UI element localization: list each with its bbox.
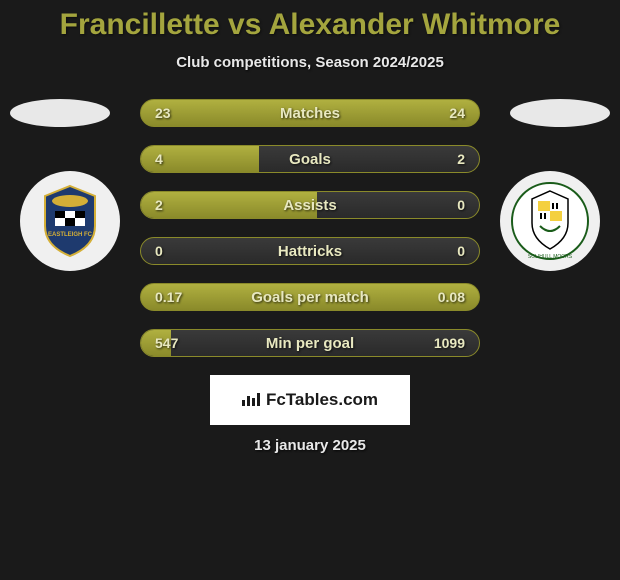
stat-value-left: 2 <box>155 197 163 213</box>
brand-badge: FcTables.com <box>210 375 410 425</box>
stat-row: 4 Goals 2 <box>140 145 480 173</box>
player-indicator-right <box>510 99 610 127</box>
stat-label: Min per goal <box>266 335 354 352</box>
stat-value-left: 4 <box>155 151 163 167</box>
comparison-container: EASTLEIGH FC SOLIHULL MOORS 23Matches244… <box>0 99 620 454</box>
stat-value-left: 0 <box>155 243 163 259</box>
stat-label: Goals per match <box>251 289 369 306</box>
stat-value-right: 24 <box>449 105 465 121</box>
svg-text:SOLIHULL MOORS: SOLIHULL MOORS <box>528 254 573 260</box>
subtitle: Club competitions, Season 2024/2025 <box>0 54 620 71</box>
stat-row: 0.17 Goals per match 0.08 <box>140 283 480 311</box>
stat-label: Matches <box>280 105 340 122</box>
stat-label: Assists <box>283 197 336 214</box>
stat-label: Goals <box>289 151 331 168</box>
svg-text:EASTLEIGH FC: EASTLEIGH FC <box>48 232 93 238</box>
brand-text: FcTables.com <box>266 390 378 410</box>
stats-table: 23 Matches 24 4 Goals 2 2 Assists 0 0 Hattricks 0 0.… <box>140 99 480 357</box>
stat-value-right: 0 <box>457 243 465 259</box>
stat-value-right: 0.08 <box>438 289 465 305</box>
stat-value-left: 547 <box>155 335 178 351</box>
stat-row: 2 Assists 0 <box>140 191 480 219</box>
chart-icon <box>242 392 260 409</box>
stat-row: 23 Matches 24 <box>140 99 480 127</box>
club-crest-left: EASTLEIGH FC <box>20 171 120 271</box>
stat-value-right: 0 <box>457 197 465 213</box>
player-indicator-left <box>10 99 110 127</box>
comparison-title: Francillette vs Alexander Whitmore <box>0 0 620 42</box>
stat-value-left: 0.17 <box>155 289 182 305</box>
stat-label: Hattricks <box>278 243 342 260</box>
club-crest-right: SOLIHULL MOORS <box>500 171 600 271</box>
eastleigh-crest-icon: EASTLEIGH FC <box>30 181 110 261</box>
stat-row: 547 Min per goal 1099 <box>140 329 480 357</box>
stat-row: 0 Hattricks 0 <box>140 237 480 265</box>
stat-value-right: 2 <box>457 151 465 167</box>
stat-value-right: 1099 <box>434 335 465 351</box>
date-label: 13 january 2025 <box>0 437 620 454</box>
stat-value-left: 23 <box>155 105 171 121</box>
solihull-crest-icon: SOLIHULL MOORS <box>510 181 590 261</box>
